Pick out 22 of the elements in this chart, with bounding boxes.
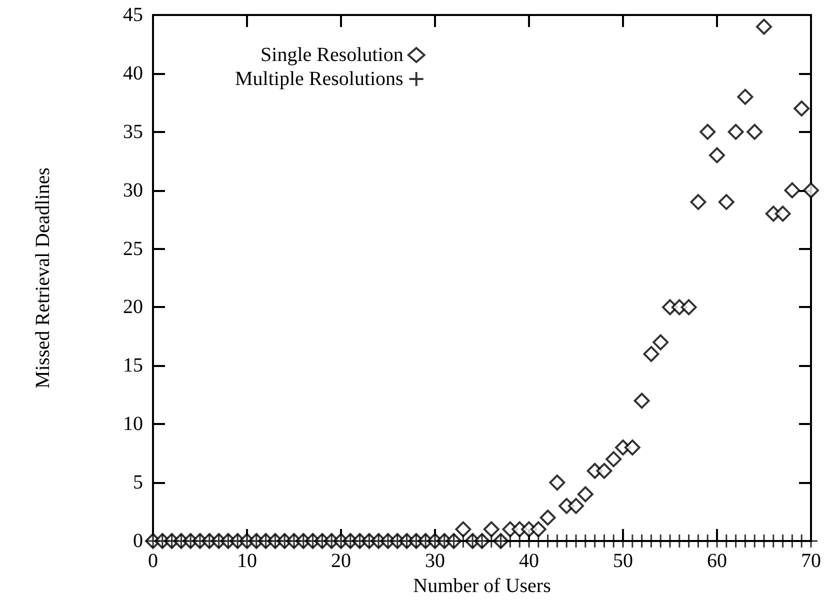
x-tick-label: 60 [707,550,727,572]
y-tick-label: 25 [123,238,143,260]
legend-label: Multiple Resolutions [234,68,404,90]
y-axis-title: Missed Retrieval Deadlines [32,167,54,389]
y-tick-label: 35 [123,120,143,143]
x-tick-label: 0 [148,550,158,572]
x-tick-label: 20 [331,550,351,572]
x-tick-label: 40 [519,550,539,572]
y-tick-label: 30 [123,179,143,202]
x-tick-label: 50 [613,550,633,572]
y-tick-label: 40 [123,62,143,84]
x-tick-label: 30 [425,550,445,572]
y-tick-label: 5 [133,472,143,494]
y-tick-label: 20 [123,296,143,318]
x-tick-label: 70 [801,550,821,572]
x-axis-title: Number of Users [413,574,552,597]
legend-label: Single Resolution [260,44,404,66]
y-tick-label: 15 [123,354,143,377]
x-tick-label: 10 [237,550,257,572]
y-tick-label: 45 [123,4,143,26]
y-tick-label: 10 [123,413,143,436]
y-tick-label: 0 [133,530,143,552]
